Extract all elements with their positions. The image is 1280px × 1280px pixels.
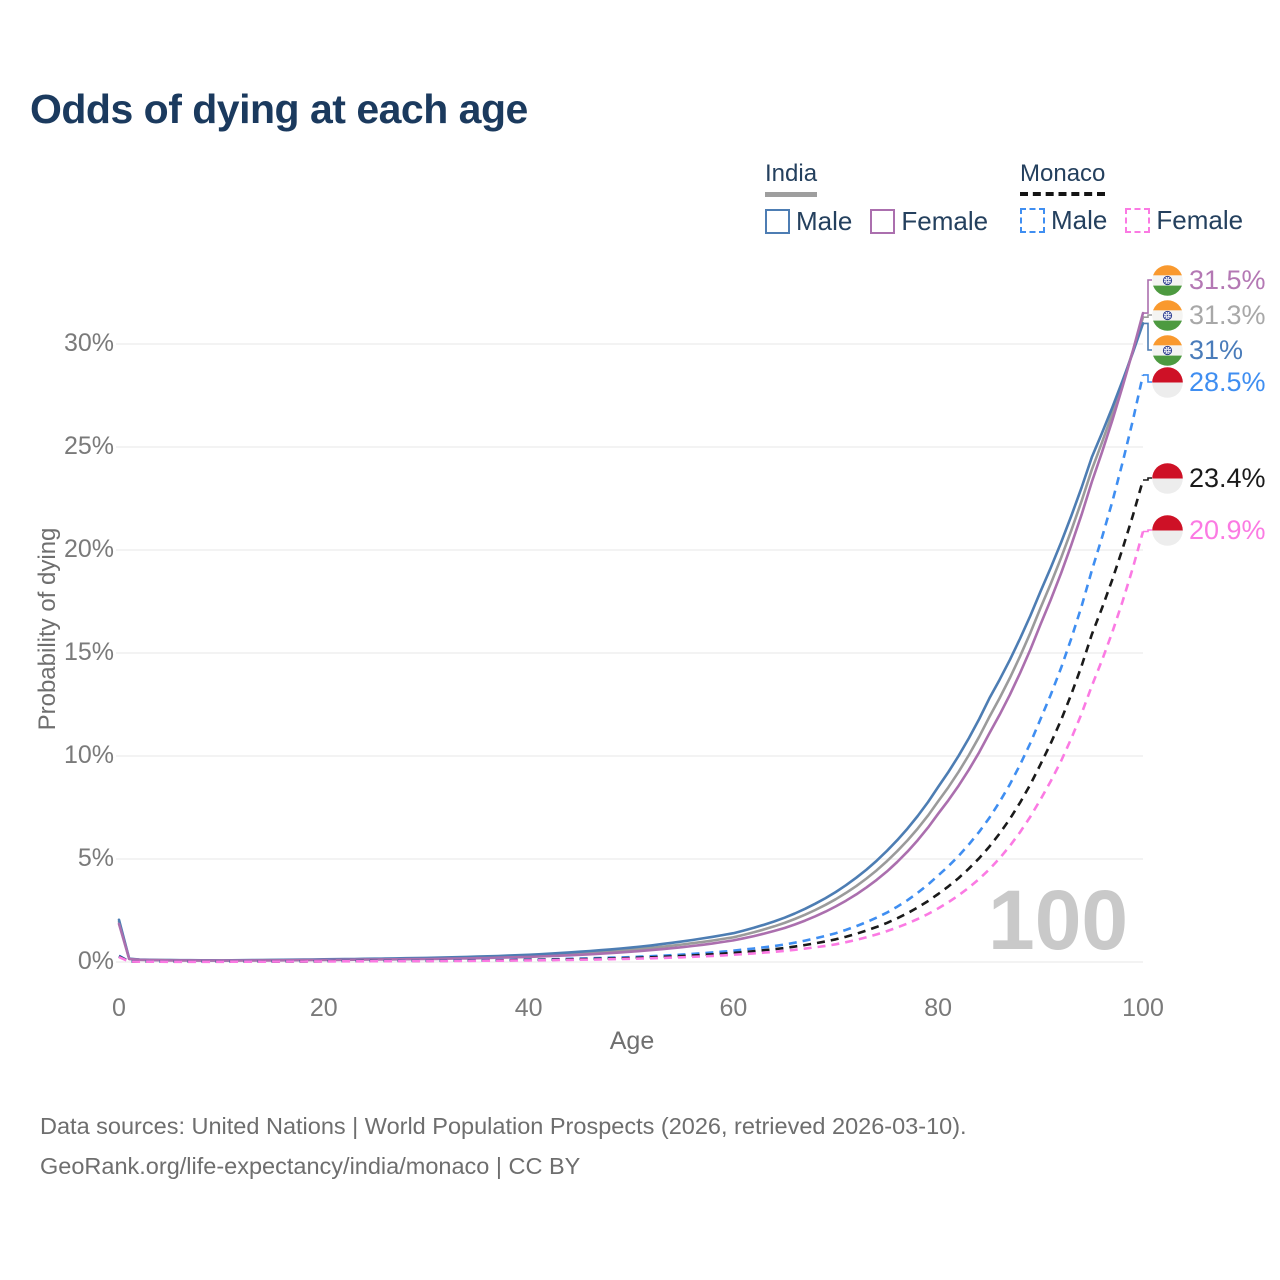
legend-items-india: Male Female: [765, 206, 988, 237]
end-label-value-india-male: 31%: [1189, 335, 1244, 365]
legend-country-monaco: Monaco: [1020, 160, 1106, 196]
end-label-value-monaco-both: 23.4%: [1189, 463, 1266, 493]
y-tick-label: 15%: [63, 638, 114, 666]
x-tick-label: 100: [1122, 994, 1164, 1022]
label-connector-monaco-female: [1143, 529, 1152, 533]
label-connector-india-female: [1143, 279, 1152, 314]
footer-data-sources: Data sources: United Nations | World Pop…: [40, 1113, 967, 1139]
end-label-india-male: 31%: [1152, 334, 1243, 366]
x-tick-label: 40: [514, 994, 543, 1022]
x-tick-label: 80: [924, 994, 953, 1022]
legend-item-monaco-male[interactable]: Male: [1020, 205, 1107, 236]
end-label-india-both: 31.3%: [1152, 299, 1266, 331]
legend-label-india-female: Female: [901, 206, 989, 236]
footer-attribution: GeoRank.org/life-expectancy/india/monaco…: [40, 1153, 581, 1179]
label-connector-india-male: [1143, 322, 1152, 351]
footer: Data sources: United Nations | World Pop…: [40, 1106, 967, 1186]
monaco-flag-icon: [1152, 462, 1183, 494]
india-male-swatch-icon: [765, 209, 790, 234]
india-flag-icon: [1152, 334, 1183, 366]
legend-item-india-female[interactable]: Female: [870, 206, 988, 237]
series-line-india-female: [117, 311, 1145, 962]
end-label-monaco-female: 20.9%: [1152, 514, 1266, 546]
y-tick-label: 0%: [77, 947, 114, 975]
end-label-monaco-male: 28.5%: [1152, 366, 1266, 398]
india-flag-icon: [1152, 299, 1183, 331]
legend-country-india: India: [765, 160, 818, 197]
label-connector-monaco-both: [1143, 477, 1152, 481]
end-label-value-monaco-male: 28.5%: [1189, 367, 1266, 397]
age-watermark: 100: [988, 873, 1129, 967]
y-tick-label: 30%: [63, 329, 114, 357]
india-female-swatch-icon: [870, 209, 896, 234]
monaco-flag-icon: [1152, 514, 1183, 546]
page-title: Odds of dying at each age: [30, 86, 528, 132]
legend-label-monaco-male: Male: [1051, 205, 1108, 235]
monaco-male-swatch-icon: [1020, 208, 1045, 233]
legend-item-india-male[interactable]: Male: [765, 206, 852, 237]
end-label-value-india-both: 31.3%: [1189, 300, 1266, 330]
y-tick-label: 25%: [63, 432, 114, 460]
legend-items-monaco: Male Female: [1020, 205, 1243, 236]
x-tick-label: 20: [309, 994, 338, 1022]
series-line-india-male: [117, 322, 1145, 962]
legend-group-india: India Male Female: [765, 160, 988, 237]
y-tick-label: 5%: [77, 844, 114, 872]
end-label-value-india-female: 31.5%: [1189, 265, 1266, 295]
series-line-india-both: [117, 315, 1145, 962]
legend-group-monaco: Monaco Male Female: [1020, 160, 1243, 236]
x-tick-label: 0: [112, 994, 126, 1022]
label-connector-monaco-male: [1143, 374, 1152, 383]
end-label-monaco-both: 23.4%: [1152, 462, 1266, 494]
label-connector-india-both: [1143, 314, 1152, 318]
legend-label-india-male: Male: [796, 206, 853, 236]
x-axis-title: Age: [609, 1027, 655, 1055]
end-label-india-female: 31.5%: [1152, 264, 1266, 296]
x-tick-label: 60: [719, 994, 748, 1022]
legend-item-monaco-female[interactable]: Female: [1125, 205, 1243, 236]
legend-label-monaco-female: Female: [1156, 205, 1244, 235]
y-tick-label: 10%: [63, 741, 114, 769]
monaco-flag-icon: [1152, 366, 1183, 398]
y-tick-label: 20%: [63, 535, 114, 563]
india-flag-icon: [1152, 264, 1183, 296]
monaco-female-swatch-icon: [1125, 208, 1151, 233]
end-label-value-monaco-female: 20.9%: [1189, 515, 1266, 545]
